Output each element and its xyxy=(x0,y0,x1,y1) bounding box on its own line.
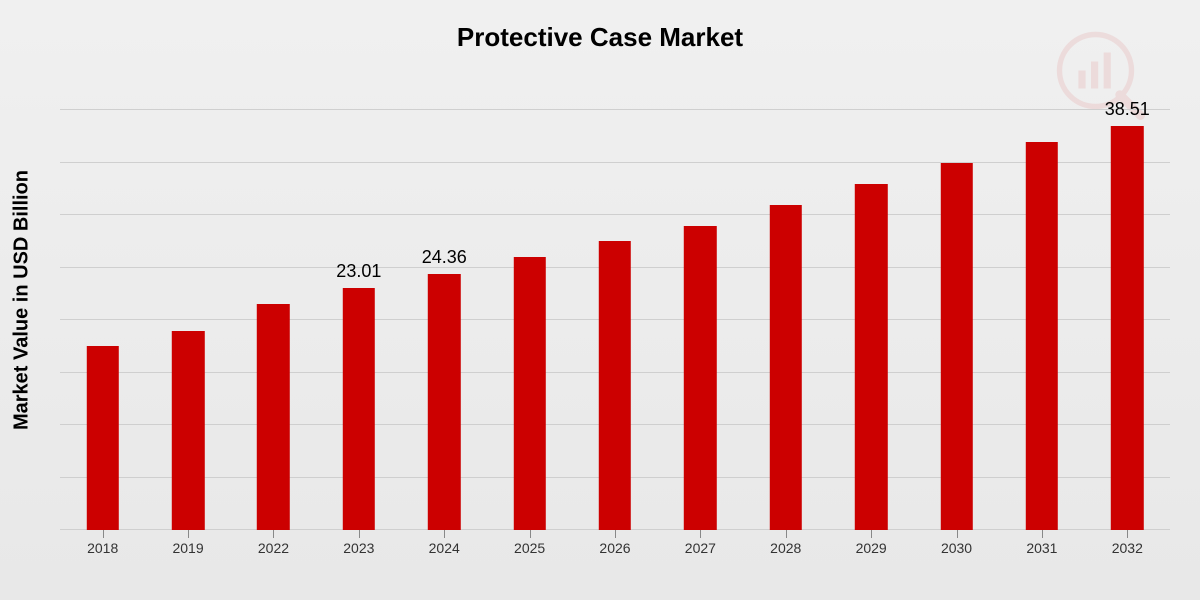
bar-slot: 2026 xyxy=(572,110,657,530)
x-tick xyxy=(530,530,531,538)
bar-slot: 38.512032 xyxy=(1085,110,1170,530)
x-axis-label: 2024 xyxy=(429,540,460,556)
x-axis-label: 2025 xyxy=(514,540,545,556)
bar-slot: 2029 xyxy=(828,110,913,530)
bar-slot: 2031 xyxy=(999,110,1084,530)
bar-slot: 2028 xyxy=(743,110,828,530)
chart-area: Protective Case Market Market Value in U… xyxy=(0,0,1200,600)
bar xyxy=(1111,126,1143,530)
x-axis-label: 2026 xyxy=(599,540,630,556)
bar xyxy=(770,205,802,531)
y-axis-label: Market Value in USD Billion xyxy=(11,170,34,430)
x-axis-label: 2030 xyxy=(941,540,972,556)
x-axis-label: 2029 xyxy=(856,540,887,556)
x-tick xyxy=(188,530,189,538)
x-tick xyxy=(1127,530,1128,538)
x-tick xyxy=(615,530,616,538)
bar xyxy=(257,304,289,530)
bars-container: 20182019202223.01202324.3620242025202620… xyxy=(60,110,1170,530)
bar-value-label: 38.51 xyxy=(1105,99,1150,120)
x-axis-label: 2031 xyxy=(1026,540,1057,556)
bar xyxy=(343,288,375,530)
x-tick xyxy=(103,530,104,538)
x-axis-label: 2022 xyxy=(258,540,289,556)
x-tick xyxy=(700,530,701,538)
x-axis-label: 2032 xyxy=(1112,540,1143,556)
bar-value-label: 24.36 xyxy=(422,247,467,268)
x-tick xyxy=(871,530,872,538)
bar-slot: 2027 xyxy=(658,110,743,530)
bar-slot: 2025 xyxy=(487,110,572,530)
x-tick xyxy=(444,530,445,538)
bar xyxy=(684,226,716,531)
x-axis-label: 2019 xyxy=(172,540,203,556)
bar xyxy=(172,331,204,531)
chart-title: Protective Case Market xyxy=(0,22,1200,53)
bar-slot: 24.362024 xyxy=(402,110,487,530)
x-axis-label: 2018 xyxy=(87,540,118,556)
bar xyxy=(513,257,545,530)
x-tick xyxy=(359,530,360,538)
bar xyxy=(428,274,460,530)
bar-slot: 2022 xyxy=(231,110,316,530)
x-axis-label: 2027 xyxy=(685,540,716,556)
bar-slot: 23.012023 xyxy=(316,110,401,530)
bar-slot: 2030 xyxy=(914,110,999,530)
bar xyxy=(1026,142,1058,531)
bar xyxy=(599,241,631,530)
bar-value-label: 23.01 xyxy=(336,261,381,282)
x-tick xyxy=(957,530,958,538)
x-tick xyxy=(786,530,787,538)
bar xyxy=(940,163,972,531)
bar xyxy=(86,346,118,530)
bar-slot: 2018 xyxy=(60,110,145,530)
x-tick xyxy=(273,530,274,538)
x-axis-label: 2023 xyxy=(343,540,374,556)
plot-area: 20182019202223.01202324.3620242025202620… xyxy=(60,110,1170,530)
x-tick xyxy=(1042,530,1043,538)
x-axis-label: 2028 xyxy=(770,540,801,556)
bar xyxy=(855,184,887,531)
bar-slot: 2019 xyxy=(145,110,230,530)
